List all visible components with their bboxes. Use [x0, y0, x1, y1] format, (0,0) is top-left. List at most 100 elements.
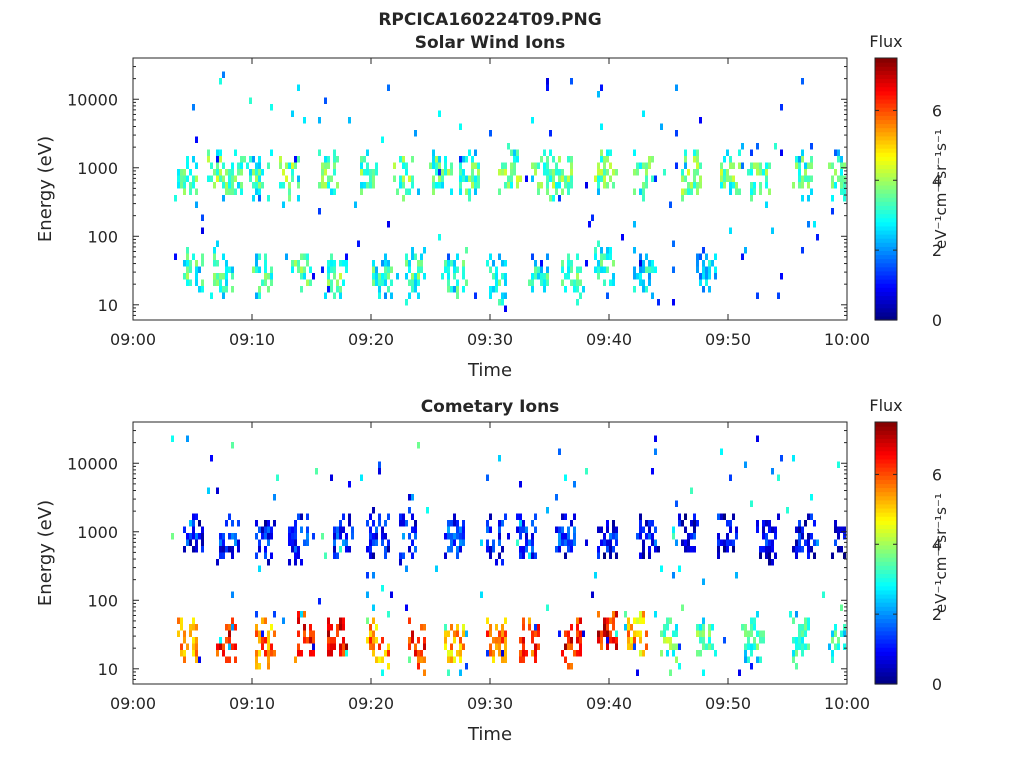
heatmap-bin	[315, 468, 318, 475]
colorbar-segment	[875, 610, 897, 616]
heatmap-bin	[645, 286, 648, 293]
heatmap-bin	[384, 260, 387, 267]
heatmap-bin	[486, 526, 489, 533]
heatmap-bin	[570, 279, 573, 286]
heatmap-bin	[186, 435, 189, 442]
heatmap-bin	[264, 533, 267, 540]
heatmap-bin	[504, 292, 507, 299]
heatmap-bin	[567, 273, 570, 280]
heatmap-bin	[492, 650, 495, 657]
heatmap-bin	[624, 624, 627, 631]
x-tick-label: 09:40	[586, 694, 632, 713]
colorbar-segment	[875, 495, 897, 501]
heatmap-bin	[405, 520, 408, 527]
colorbar-segment	[875, 78, 897, 84]
heatmap-bin	[681, 195, 684, 202]
heatmap-bin	[228, 175, 231, 182]
y-axis-label: Energy (eV)	[35, 136, 56, 242]
heatmap-bin	[333, 169, 336, 176]
heatmap-bin	[576, 253, 579, 260]
x-axis-label: Time	[467, 724, 512, 745]
heatmap-bin	[741, 162, 744, 169]
heatmap-bin	[237, 546, 240, 553]
heatmap-bin	[390, 591, 393, 598]
heatmap-bin	[306, 539, 309, 546]
heatmap-bin	[345, 260, 348, 267]
heatmap-bin	[495, 559, 498, 566]
heatmap-bin	[180, 643, 183, 650]
heatmap-bin	[609, 279, 612, 286]
heatmap-bin	[363, 156, 366, 163]
heatmap-bin	[438, 156, 441, 163]
heatmap-bin	[267, 539, 270, 546]
heatmap-bin	[201, 279, 204, 286]
colorbar-segment	[875, 115, 897, 121]
heatmap-bin	[258, 292, 261, 299]
heatmap-bin	[339, 286, 342, 293]
heatmap-bin	[840, 162, 843, 169]
heatmap-bin	[450, 624, 453, 631]
heatmap-bin	[531, 175, 534, 182]
heatmap-bin	[690, 188, 693, 195]
heatmap-bin	[297, 175, 300, 182]
heatmap-bin	[489, 253, 492, 260]
heatmap-bin	[693, 526, 696, 533]
heatmap-bin	[339, 650, 342, 657]
heatmap-bin	[201, 253, 204, 260]
heatmap-bin	[573, 533, 576, 540]
heatmap-bin	[753, 188, 756, 195]
heatmap-bin	[531, 533, 534, 540]
heatmap-bin	[255, 175, 258, 182]
heatmap-bin	[222, 533, 225, 540]
heatmap-bin	[459, 539, 462, 546]
heatmap-bin	[561, 188, 564, 195]
heatmap-bin	[645, 643, 648, 650]
heatmap-bin	[726, 539, 729, 546]
heatmap-bin	[606, 526, 609, 533]
colorbar-segment	[875, 454, 897, 460]
heatmap-bin	[537, 273, 540, 280]
heatmap-bin	[723, 637, 726, 644]
heatmap-bin	[798, 630, 801, 637]
heatmap-bin	[750, 617, 753, 624]
heatmap-bin	[453, 260, 456, 267]
colorbar-segment	[875, 589, 897, 595]
heatmap-bin	[387, 546, 390, 553]
heatmap-bin	[729, 182, 732, 189]
heatmap-bin	[258, 650, 261, 657]
heatmap-bin	[219, 169, 222, 176]
heatmap-bin	[642, 260, 645, 267]
heatmap-bin	[333, 188, 336, 195]
colorbar-segment	[875, 516, 897, 521]
heatmap-bin	[600, 253, 603, 260]
heatmap-bin	[219, 533, 222, 540]
heatmap-bin	[807, 552, 810, 559]
heatmap-bin	[183, 260, 186, 267]
heatmap-bin	[807, 617, 810, 624]
heatmap-bin	[402, 175, 405, 182]
colorbar-tick-label: 0	[932, 311, 942, 330]
heatmap-bin	[210, 175, 213, 182]
heatmap-bin	[369, 539, 372, 546]
heatmap-bin	[759, 656, 762, 663]
heatmap-bin	[516, 175, 519, 182]
heatmap-bin	[795, 637, 798, 644]
colorbar-segment	[875, 561, 897, 566]
heatmap-bin	[213, 279, 216, 286]
heatmap-bin	[342, 279, 345, 286]
heatmap-bin	[426, 507, 429, 514]
heatmap-bin	[330, 474, 333, 481]
heatmap-bin	[378, 468, 381, 475]
heatmap-bin	[189, 624, 192, 631]
heatmap-bin	[597, 91, 600, 98]
colorbar-segment	[875, 315, 897, 321]
heatmap-bin	[555, 162, 558, 169]
heatmap-bin	[753, 624, 756, 631]
heatmap-bin	[693, 156, 696, 163]
heatmap-bin	[219, 175, 222, 182]
heatmap-bin	[831, 208, 834, 215]
heatmap-bin	[381, 279, 384, 286]
heatmap-bin	[654, 266, 657, 273]
heatmap-bin	[222, 539, 225, 546]
heatmap-bin	[465, 175, 468, 182]
